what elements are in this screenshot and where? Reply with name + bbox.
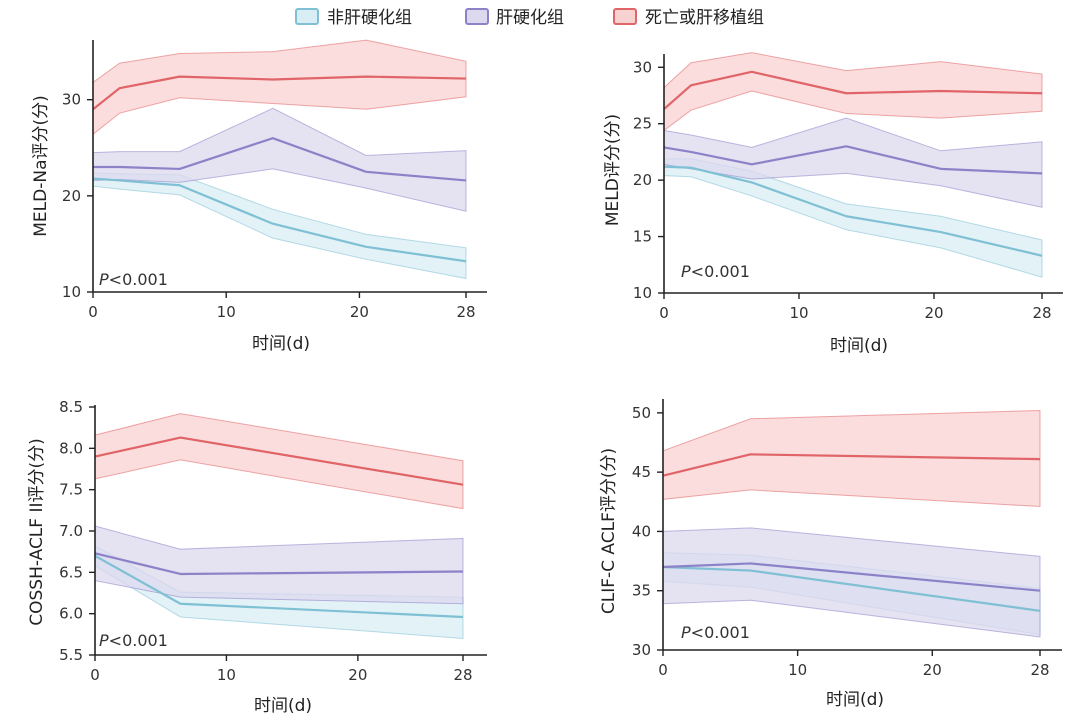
series-line-death-or-transplant [92,75,467,111]
y-tick-label: 10 [633,284,652,302]
panel-meld: MELD评分(分) 时间(d) P<0.001 10 15 20 25 30 0 10 20 2… [603,52,1063,356]
axes: 10 15 20 25 30 0 10 20 28 [633,54,1063,322]
x-tick-label: 28 [1030,661,1049,679]
series-line-cirrhosis [662,562,1041,592]
x-tick-label: 0 [90,666,100,684]
y-tick-label: 30 [62,91,81,109]
series-line-non-cirrhosis [92,177,467,263]
y-tick-label: 20 [633,171,652,189]
ci-band-death-or-transplant [92,39,467,136]
plot-area [663,52,1043,278]
panel-clif-c-aclf: CLIF-C ACLF评分(分) 时间(d) P<0.001 30 35 40 45 5… [599,399,1062,710]
axes: 30 35 40 45 50 0 10 20 28 [632,399,1062,679]
legend-item-non-cirrhosis: 非肝硬化组 [295,8,412,28]
legend-swatch-non-cirrhosis [295,8,319,25]
ci-band-death-or-transplant [663,52,1043,132]
y-tick-label: 6.0 [59,605,83,623]
p-value-label: P<0.001 [681,262,750,281]
legend-item-cirrhosis: 肝硬化组 [465,8,564,28]
p-value-label: P<0.001 [681,623,750,642]
series-line-cirrhosis [93,137,467,182]
x-tick-label: 10 [788,661,807,679]
x-axis-title: 时间(d) [826,690,884,710]
p-value-italic: P [99,270,109,289]
y-tick-label: 8.0 [59,439,83,457]
series-line-cirrhosis [663,145,1043,175]
y-tick-label: 50 [632,404,651,422]
y-axis-title: MELD-Na评分(分) [31,95,51,237]
axes: 10 20 30 0 10 20 28 [62,40,487,321]
y-tick-label: 10 [62,283,81,301]
y-tick-label: 30 [632,641,651,659]
series-line-non-cirrhosis [663,165,1043,257]
legend-swatch-death-or-transplant [613,8,637,25]
y-tick-label: 30 [633,58,652,76]
series-line-death-or-transplant [94,436,464,486]
x-tick-label: 0 [658,661,668,679]
y-tick-label: 35 [632,582,651,600]
y-axis-title: COSSH-ACLF II评分(分) [27,438,47,626]
panel-meld-na: MELD-Na评分(分) 时间(d) P<0.001 10 20 30 0 10 20 28 [31,39,487,354]
x-tick-label: 28 [456,303,475,321]
x-axis-title: 时间(d) [254,696,312,716]
y-tick-label: 7.5 [59,481,83,499]
y-tick-label: 25 [633,115,652,133]
p-value-text: <0.001 [691,262,750,281]
plot-area [662,409,1041,638]
ci-band-cirrhosis [663,117,1043,208]
p-value-italic: P [99,631,109,650]
p-value-text: <0.001 [109,631,168,650]
y-tick-label: 20 [62,187,81,205]
ci-band-cirrhosis [92,107,467,212]
x-tick-label: 0 [659,304,669,322]
y-axis-title: CLIF-C ACLF评分(分) [599,448,619,614]
series-line-death-or-transplant [663,70,1043,110]
x-axis-title: 时间(d) [830,336,888,356]
legend-label-non-cirrhosis: 非肝硬化组 [327,8,412,28]
y-tick-label: 5.5 [59,646,83,664]
legend-label-cirrhosis: 肝硬化组 [496,8,564,28]
p-value-italic: P [681,262,691,281]
series-line-cirrhosis [94,552,464,576]
x-tick-label: 10 [217,303,236,321]
legend-label-death-or-transplant: 死亡或肝移植组 [645,8,764,28]
y-tick-label: 40 [632,522,651,540]
panel-cossh-aclf: COSSH-ACLF II评分(分) 时间(d) P<0.001 5.5 6.0 6… [27,398,487,716]
y-tick-label: 6.5 [59,563,83,581]
plot-area [94,413,464,640]
y-tick-label: 45 [632,463,651,481]
p-value-text: <0.001 [109,270,168,289]
y-axis-title: MELD评分(分) [603,114,623,226]
legend-item-death-or-transplant: 死亡或肝移植组 [613,8,764,28]
x-tick-label: 20 [348,666,367,684]
legend: 非肝硬化组 肝硬化组 死亡或肝移植组 [295,8,764,28]
p-value-text: <0.001 [691,623,750,642]
x-tick-label: 28 [1032,304,1051,322]
axes: 5.5 6.0 6.5 7.0 7.5 8.0 8.5 0 10 20 28 [59,398,487,684]
ci-band-death-or-transplant [94,413,464,510]
x-tick-label: 20 [924,304,943,322]
x-tick-label: 10 [789,304,808,322]
p-value-label: P<0.001 [99,631,168,650]
x-tick-label: 20 [923,661,942,679]
series-line-non-cirrhosis [662,565,1041,612]
x-tick-label: 28 [453,666,472,684]
x-tick-label: 20 [350,303,369,321]
p-value-label: P<0.001 [99,270,168,289]
x-tick-label: 10 [217,666,236,684]
y-tick-label: 8.5 [59,398,83,416]
x-tick-label: 0 [88,303,98,321]
series-line-death-or-transplant [662,453,1041,477]
x-axis-title: 时间(d) [252,334,310,354]
legend-swatch-cirrhosis [465,8,489,25]
y-tick-label: 7.0 [59,522,83,540]
series-line-non-cirrhosis [94,554,464,619]
y-tick-label: 15 [633,228,652,246]
plot-area [92,39,467,280]
ci-band-cirrhosis [662,527,1041,638]
p-value-italic: P [681,623,691,642]
